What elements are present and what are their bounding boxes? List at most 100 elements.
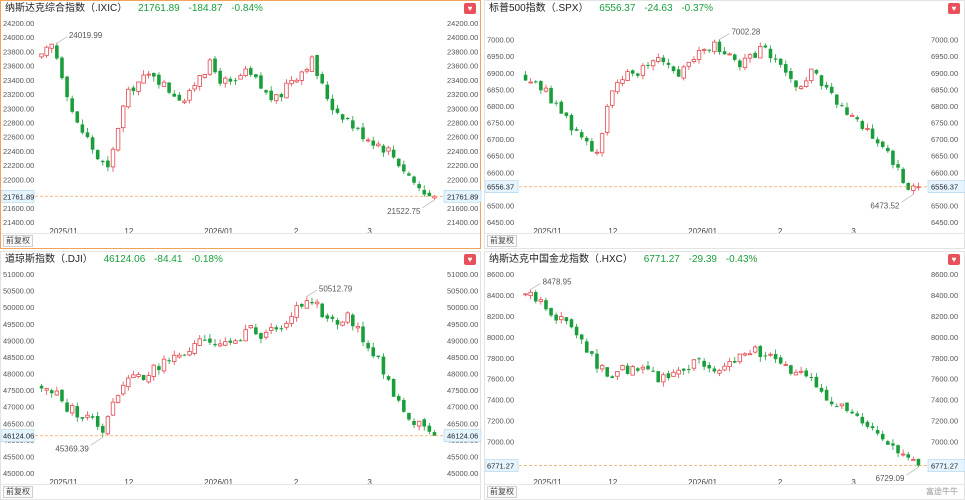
candle-body <box>839 403 845 407</box>
panel-spx[interactable]: 标普500指数（.SPX） 6556.37 -24.63 -0.37% ♥ 70… <box>484 0 965 249</box>
adjust-button[interactable]: 前复权 <box>3 235 33 247</box>
candlestick-chart[interactable]: 7000.00 7000.00 6950.00 6950.00 6900.00 6900.… <box>485 17 965 236</box>
y-tick-label-right: 7800.00 <box>931 354 958 363</box>
candle-body <box>850 411 854 414</box>
adjust-button[interactable]: 前复权 <box>487 235 517 247</box>
x-tick-label: 2025/11 <box>533 478 562 487</box>
y-tick-label-left: 6850.00 <box>487 85 514 94</box>
panel-hxc[interactable]: 纳斯达克中国金龙指数（.HXC） 6771.27 -29.39 -0.43% ♥… <box>484 251 965 500</box>
candle-body <box>696 49 702 60</box>
candle-body <box>80 417 85 419</box>
candle-body <box>284 322 289 328</box>
panel-dji[interactable]: 道琼斯指数（.DJI） 46124.06 -84.41 -0.18% ♥ 510… <box>0 251 482 500</box>
candle-body <box>798 86 804 89</box>
candle-body <box>213 343 217 346</box>
candle-body <box>146 73 151 76</box>
y-tick-label-right: 48500.00 <box>447 353 478 362</box>
candle-body <box>223 341 228 346</box>
candle-body <box>396 396 401 401</box>
candlestick-chart[interactable]: 8600.00 8600.00 8400.00 8400.00 8200.00 8200.… <box>485 268 965 487</box>
candlestick-chart[interactable]: 51000.00 51000.00 50500.00 50500.00 50000.00… <box>1 268 482 487</box>
panel-ixic[interactable]: 纳斯达克综合指数（.IXIC） 21761.89 -184.87 -0.84% … <box>0 0 482 249</box>
y-tick-label-left: 22000.00 <box>3 175 34 184</box>
candle-body <box>870 426 875 429</box>
index-change: -84.41 <box>154 254 183 265</box>
candle-body <box>666 373 671 379</box>
y-tick-label-right: 8200.00 <box>931 312 958 321</box>
candle-body <box>712 41 717 53</box>
y-tick-label-left: 7000.00 <box>487 438 514 447</box>
y-tick-label-right: 23800.00 <box>447 47 478 56</box>
candle-body <box>625 71 630 81</box>
candle-body <box>794 80 798 88</box>
y-tick-label-left: 6900.00 <box>487 69 514 78</box>
candle-body <box>161 358 167 372</box>
x-tick-label: 2026/01 <box>688 227 717 236</box>
candle-body <box>243 68 248 76</box>
favorite-icon[interactable]: ♥ <box>948 3 960 14</box>
candle-body <box>875 430 880 434</box>
candle-body <box>636 73 640 76</box>
x-tick-label: 2 <box>294 478 299 487</box>
price-tag-left: 46124.06 <box>3 432 34 441</box>
y-tick-label-left: 49000.00 <box>3 336 34 345</box>
candlestick-chart[interactable]: 24200.00 24200.00 24000.00 24000.00 23800.00… <box>1 17 482 236</box>
candle-body <box>65 402 69 412</box>
candle-body <box>330 316 335 319</box>
candle-body <box>381 145 386 153</box>
index-name: 纳斯达克综合指数（.IXIC） <box>5 3 128 14</box>
y-tick-label-left: 8400.00 <box>487 291 514 300</box>
adjust-button[interactable]: 前复权 <box>487 486 517 498</box>
candle-body <box>177 354 182 358</box>
candle-body <box>835 406 839 408</box>
adjust-button[interactable]: 前复权 <box>3 486 33 498</box>
y-tick-label-right: 22000.00 <box>447 175 478 184</box>
favorite-icon[interactable]: ♥ <box>464 3 476 14</box>
candle-body <box>299 71 304 81</box>
index-name: 标普500指数（.SPX） <box>489 3 589 14</box>
candle-body <box>676 369 681 375</box>
candle-body <box>742 353 748 356</box>
y-tick-label-right: 6600.00 <box>931 168 958 177</box>
candle-body <box>121 384 126 395</box>
low-label: 21522.75 <box>387 207 421 216</box>
candle-body <box>39 53 44 58</box>
y-tick-label-right: 47000.00 <box>447 403 478 412</box>
price-tag-left: 6771.27 <box>487 462 514 471</box>
low-marker <box>422 199 435 209</box>
candle-body <box>238 340 243 342</box>
y-tick-label-right: 6950.00 <box>931 52 958 61</box>
candle-body <box>207 59 213 75</box>
candle-body <box>192 85 197 90</box>
y-tick-label-right: 7400.00 <box>931 396 958 405</box>
candle-body <box>294 305 299 318</box>
y-tick-label-left: 48000.00 <box>3 370 34 379</box>
candle-body <box>90 416 95 418</box>
candle-body <box>640 366 646 370</box>
candle-body <box>238 75 243 80</box>
favorite-icon[interactable]: ♥ <box>948 254 960 265</box>
y-tick-label-right: 7000.00 <box>931 438 958 447</box>
x-tick-label: 2025/11 <box>533 227 562 236</box>
candle-body <box>274 94 279 102</box>
x-tick-label: 2025/11 <box>49 227 78 236</box>
y-tick-label-right: 6500.00 <box>931 201 958 210</box>
candle-body <box>574 129 579 131</box>
candle-body <box>402 399 406 412</box>
candle-body <box>717 41 722 53</box>
price-tag-right: 6556.37 <box>931 183 958 192</box>
candle-body <box>906 182 911 190</box>
candle-body <box>630 366 635 376</box>
candle-body <box>361 326 365 343</box>
candle-body <box>325 84 330 100</box>
x-axis-footer: 前复权 富途牛牛 <box>485 484 964 499</box>
candle-body <box>712 368 717 372</box>
candle-body <box>217 343 223 347</box>
candle-body <box>789 71 793 79</box>
candle-body <box>855 117 860 120</box>
candle-body <box>656 371 661 383</box>
favorite-icon[interactable]: ♥ <box>464 254 476 265</box>
candle-body <box>157 366 161 371</box>
candle-body <box>335 320 340 325</box>
index-price: 6556.37 <box>599 3 636 14</box>
